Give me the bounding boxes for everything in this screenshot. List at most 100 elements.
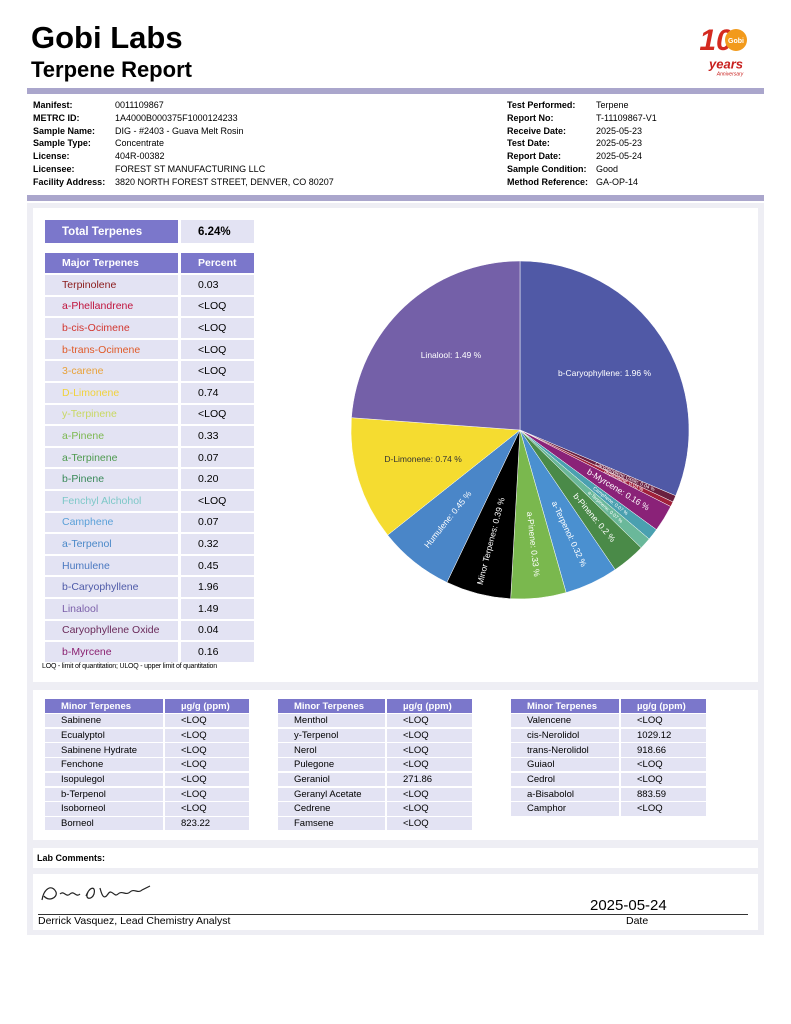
minor-value: 271.86 [387,772,472,787]
terpene-value: <LOQ [181,318,254,338]
terpene-name: a-Terpenol [45,534,178,554]
minor-name: a-Bisabolol [511,787,619,801]
minor-value: <LOQ [621,802,706,816]
info-value: 0011109867 [115,100,164,110]
minor-name: Borneol [45,816,163,831]
pie-slice [519,260,690,497]
minor-name: trans-Nerolidol [511,743,619,757]
logo: 10 Gobi years Anniversary [700,24,747,77]
terpene-value: 0.32 [181,534,254,554]
terpene-name: Caryophyllene Oxide [45,620,178,641]
terpene-value: 0.04 [181,620,254,641]
minor-name: Isopulegol [45,772,163,787]
terpene-name: y-Terpinene [45,404,178,425]
minor-value: <LOQ [165,802,249,816]
minor-value: <LOQ [387,758,472,772]
terpene-value: 1.96 [181,577,254,597]
info-value: T-11109867-V1 [596,112,657,123]
minor-value: 823.22 [165,816,249,831]
info-label: Manifest: [33,100,73,110]
minor-name: Menthol [278,714,385,728]
minor-name: Guiaol [511,758,619,772]
comments-label: Lab Comments: [37,853,106,863]
info-label: Facility Address: [33,176,106,187]
minor-value: <LOQ [387,714,472,728]
minor-name: Geraniol [278,772,385,787]
terpene-name: b-trans-Ocimene [45,339,178,360]
pie-chart: b-Caryophyllene: 1.96 %Caryophyllene Oxi… [350,260,690,600]
table-header: µg/g (ppm) [387,699,472,713]
terpene-value: 0.07 [181,447,254,468]
minor-name: y-Terpenol [278,728,385,743]
terpene-value: 1.49 [181,599,254,619]
info-value: Concentrate [115,138,165,149]
minor-value: <LOQ [387,787,472,801]
terpene-value: 0.45 [181,555,254,576]
info-label: Test Date: [507,138,550,149]
minor-value: <LOQ [621,714,706,728]
info-value: 1A4000B000375F1000124233 [115,112,238,123]
info-value: GA-OP-14 [596,176,639,187]
divider [27,195,764,201]
slice-label: Linalool: 1.49 % [421,350,482,360]
info-value: Good [596,164,619,174]
terpene-value: 0.74 [181,383,254,403]
minor-value: <LOQ [165,743,249,757]
terpene-value: 0.03 [181,275,254,295]
divider [27,88,764,94]
terpene-name: 3-carene [45,361,178,381]
info-value: 3820 NORTH FOREST STREET, DENVER, CO 802… [115,176,334,187]
logo-word: years [708,56,743,71]
terpene-value: <LOQ [181,361,254,381]
minor-value: 918.66 [621,743,706,757]
terpene-name: Fenchyl Alchohol [45,491,178,511]
minor-value: <LOQ [387,728,472,743]
table-header: Minor Terpenes [278,699,385,713]
info-value: 2025-05-24 [596,151,643,162]
pie-slice [351,260,521,431]
minor-name: Ecualyptol [45,728,163,743]
signature-scrawl [41,885,151,901]
info-label: Sample Type: [33,138,91,149]
logo-badge: Gobi [728,38,744,45]
info-label: License: [33,151,70,162]
table-header: µg/g (ppm) [165,699,249,713]
terpene-name: Camphene [45,512,178,533]
minor-name: Geranyl Acetate [278,787,385,801]
minor-name: Sabinene [45,714,163,728]
minor-name: Isoborneol [45,802,163,816]
minor-value: <LOQ [387,816,472,831]
info-label: METRC ID: [33,112,80,123]
terpene-name: a-Phellandrene [45,296,178,317]
terpene-value: 0.33 [181,426,254,446]
minor-name: Sabinene Hydrate [45,743,163,757]
minor-name: Cedrene [278,802,385,816]
info-value: DIG - #2403 - Guava Melt Rosin [115,125,244,136]
table-header: Major Terpenes [45,253,178,273]
terpene-name: D-Limonene [45,383,178,403]
minor-value: <LOQ [621,758,706,772]
minor-value: 1029.12 [621,728,706,743]
minor-value: <LOQ [387,802,472,816]
terpene-value: <LOQ [181,404,254,425]
table-header: Minor Terpenes [45,699,163,713]
terpene-name: Humulene [45,555,178,576]
terpene-name: b-cis-Ocimene [45,318,178,338]
terpene-name: b-Caryophyllene [45,577,178,597]
date-label: Date [626,915,649,927]
comments-panel [33,848,758,868]
info-label: Method Reference: [507,176,589,187]
terpene-value: <LOQ [181,491,254,511]
signature-path [41,885,151,901]
info-value: Terpene [596,100,629,110]
minor-name: Famsene [278,816,385,831]
info-label: Report No: [507,112,554,123]
minor-name: Valencene [511,714,619,728]
table-header: Minor Terpenes [511,699,619,713]
sign-date: 2025-05-24 [590,897,667,914]
logo-badge-circle [725,29,747,51]
minor-value: <LOQ [165,758,249,772]
signature-line [38,914,748,915]
info-label: Sample Condition: [507,164,587,174]
